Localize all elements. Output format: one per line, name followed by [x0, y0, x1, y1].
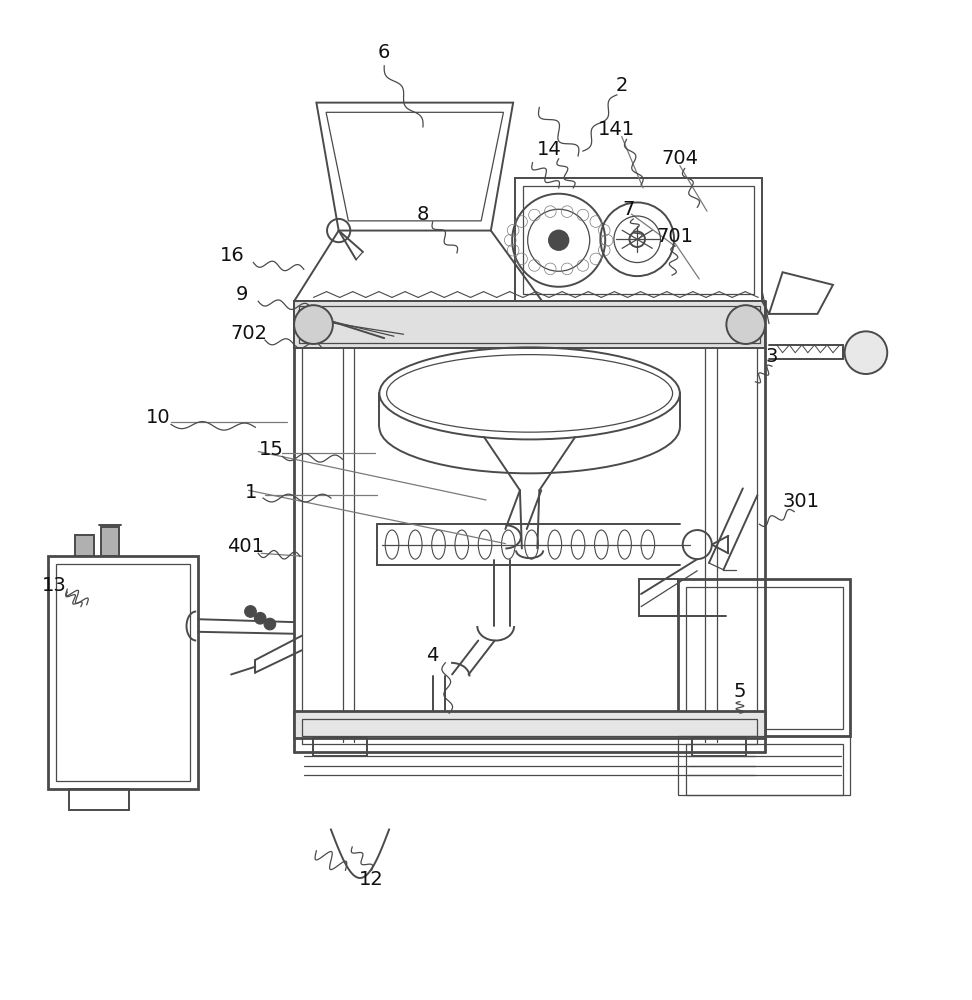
Circle shape — [549, 231, 569, 250]
Text: 7: 7 — [622, 200, 635, 219]
Text: 702: 702 — [230, 324, 267, 343]
Text: 3: 3 — [766, 347, 779, 366]
Bar — [48, 556, 198, 789]
Text: 8: 8 — [417, 205, 430, 224]
Bar — [295, 301, 765, 348]
Text: 9: 9 — [235, 285, 248, 304]
Bar — [515, 178, 762, 301]
Text: 4: 4 — [427, 646, 439, 665]
Circle shape — [255, 612, 266, 624]
Text: 701: 701 — [656, 227, 693, 246]
Text: 141: 141 — [599, 120, 636, 139]
Text: 13: 13 — [43, 576, 67, 595]
Text: 401: 401 — [227, 537, 264, 556]
Bar — [677, 579, 850, 736]
Text: 2: 2 — [615, 76, 628, 95]
Text: 12: 12 — [360, 870, 384, 889]
Circle shape — [845, 331, 887, 374]
Text: 1: 1 — [245, 483, 258, 502]
Bar — [55, 564, 191, 781]
Circle shape — [245, 606, 257, 617]
Text: 14: 14 — [537, 140, 562, 159]
Circle shape — [726, 305, 765, 344]
Bar — [685, 744, 843, 795]
Bar — [523, 186, 754, 294]
Text: 15: 15 — [259, 440, 283, 459]
Bar — [101, 527, 119, 556]
Text: 16: 16 — [220, 246, 244, 265]
Text: 10: 10 — [146, 408, 171, 427]
Bar — [295, 711, 765, 738]
Bar — [692, 738, 746, 756]
Text: 5: 5 — [734, 682, 746, 701]
Bar — [685, 587, 843, 729]
Circle shape — [295, 305, 332, 344]
Bar — [302, 719, 757, 736]
Bar — [299, 306, 760, 343]
Text: 6: 6 — [378, 43, 391, 62]
Bar — [677, 736, 850, 795]
Bar — [75, 535, 94, 556]
Bar — [69, 789, 129, 810]
Circle shape — [264, 618, 276, 630]
Text: 301: 301 — [782, 492, 819, 511]
Bar — [314, 738, 366, 756]
Text: 704: 704 — [661, 149, 698, 168]
